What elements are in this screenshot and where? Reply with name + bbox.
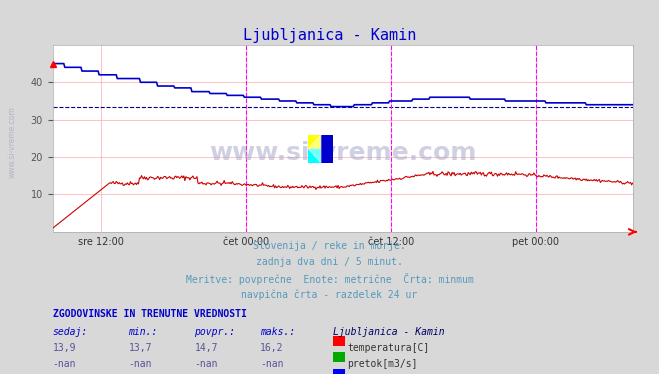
Bar	[308, 135, 321, 149]
Text: -nan: -nan	[129, 359, 152, 370]
Polygon shape	[308, 135, 321, 163]
Text: 16,2: 16,2	[260, 343, 284, 353]
Text: Meritve: povprečne  Enote: metrične  Črta: minmum: Meritve: povprečne Enote: metrične Črta:…	[186, 273, 473, 285]
Text: -nan: -nan	[53, 359, 76, 370]
Text: 14,7: 14,7	[194, 343, 218, 353]
Text: ZGODOVINSKE IN TRENUTNE VREDNOSTI: ZGODOVINSKE IN TRENUTNE VREDNOSTI	[53, 309, 246, 319]
Text: www.si-vreme.com: www.si-vreme.com	[209, 141, 476, 165]
Text: Ljubljanica - Kamin: Ljubljanica - Kamin	[333, 327, 444, 337]
Text: sedaj:: sedaj:	[53, 327, 88, 337]
Text: 13,7: 13,7	[129, 343, 152, 353]
Text: -nan: -nan	[194, 359, 218, 370]
Text: 13,9: 13,9	[53, 343, 76, 353]
Text: temperatura[C]: temperatura[C]	[347, 343, 430, 353]
Text: maks.:: maks.:	[260, 327, 295, 337]
Text: pretok[m3/s]: pretok[m3/s]	[347, 359, 418, 370]
Bar	[321, 135, 333, 163]
Text: Ljubljanica - Kamin: Ljubljanica - Kamin	[243, 28, 416, 43]
Text: Slovenija / reke in morje.: Slovenija / reke in morje.	[253, 241, 406, 251]
Text: zadnja dva dni / 5 minut.: zadnja dva dni / 5 minut.	[256, 257, 403, 267]
Text: min.:: min.:	[129, 327, 158, 337]
Text: www.si-vreme.com: www.si-vreme.com	[8, 106, 17, 178]
Text: -nan: -nan	[260, 359, 284, 370]
Bar	[308, 149, 321, 163]
Text: povpr.:: povpr.:	[194, 327, 235, 337]
Text: navpična črta - razdelek 24 ur: navpična črta - razdelek 24 ur	[241, 289, 418, 300]
